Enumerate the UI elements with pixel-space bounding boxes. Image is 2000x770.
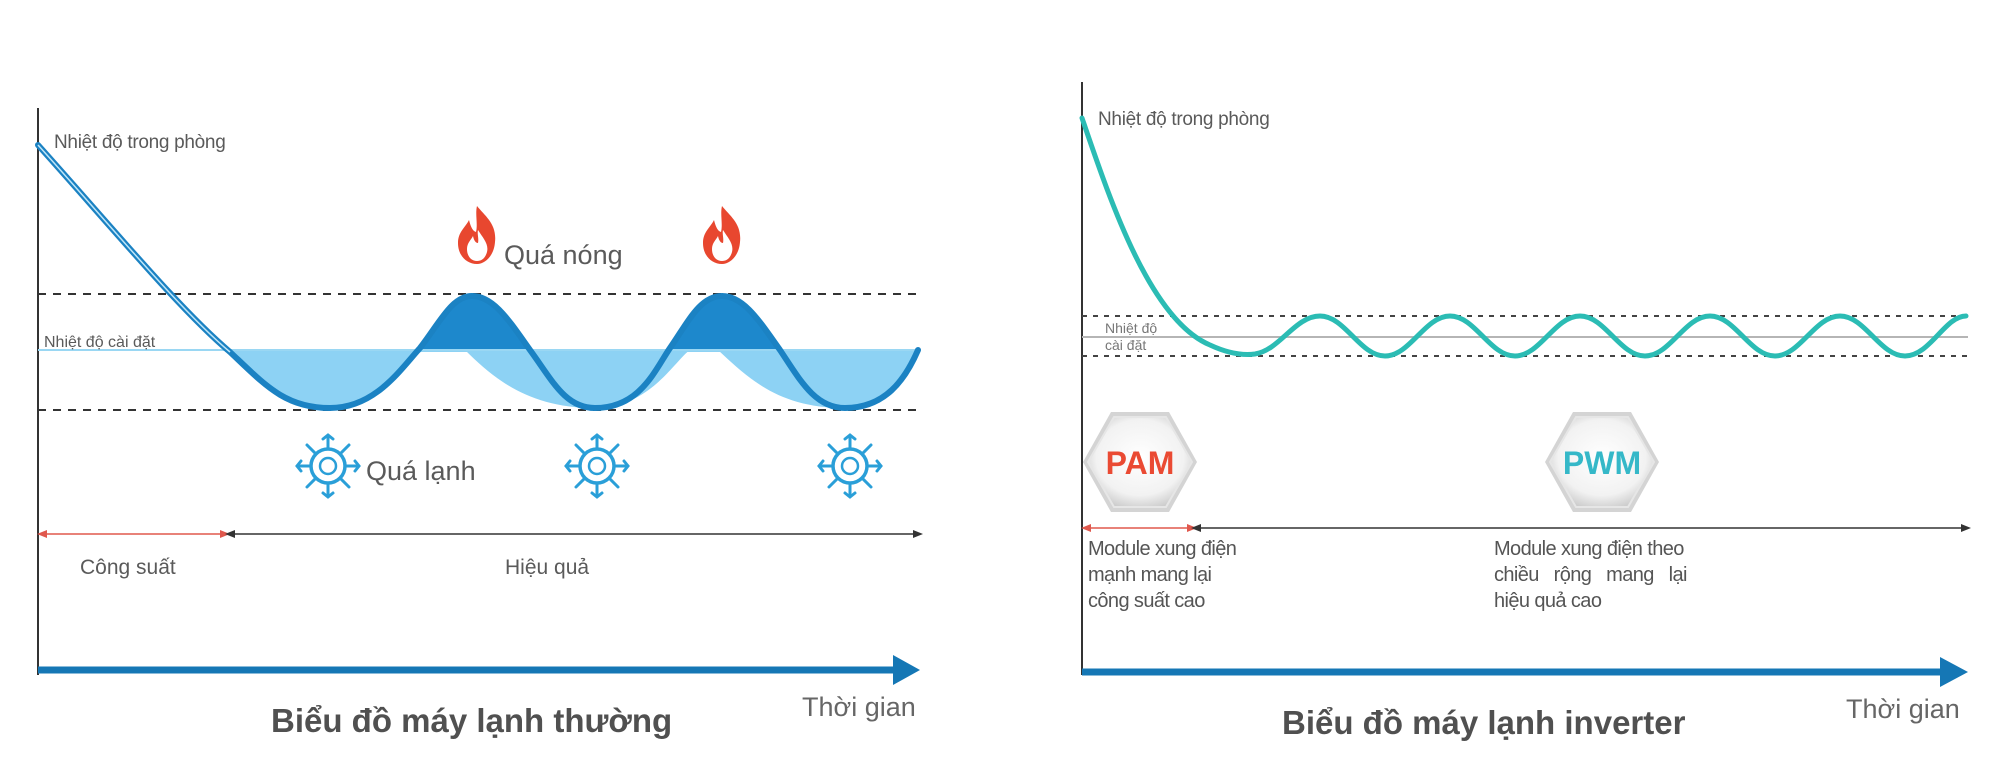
left-set-temp-label: Nhiệt độ cài đặt — [44, 334, 156, 351]
left-hot-fill-1 — [418, 296, 527, 350]
pam-badge: PAM — [1083, 412, 1197, 512]
pwm-badge-label: PWM — [1563, 445, 1641, 481]
left-time-axis-arrowhead — [893, 655, 920, 685]
phase-power-label: Công suất — [80, 556, 176, 579]
right-set-temp-label-line2: cài đặt — [1105, 337, 1146, 353]
right-chart: Nhiệt độ trong phòng Nhiệt độ cài đặt PA… — [1079, 82, 1971, 741]
pam-desc-line3: công suất cao — [1088, 590, 1205, 612]
left-temperature-curve — [35, 142, 921, 412]
right-set-temp-label-line1: Nhiệt độ — [1105, 320, 1157, 336]
right-chart-title: Biểu đồ máy lạnh inverter — [1282, 704, 1686, 741]
pwm-desc-line3: hiệu quả cao — [1494, 590, 1602, 612]
pam-desc-line1: Module xung điện — [1088, 538, 1236, 560]
fire-icon — [703, 206, 741, 264]
left-hot-fill-2 — [668, 296, 777, 350]
pwm-desc-line2: chiều rộng mang lại — [1494, 564, 1687, 586]
pwm-desc-line1: Module xung điện theo — [1494, 538, 1684, 560]
left-temperature-curve-highlight — [37, 144, 231, 353]
snowflake-icon — [817, 433, 883, 499]
snowflake-icon — [564, 433, 630, 499]
right-time-label: Thời gian — [1846, 694, 1960, 724]
too-hot-label: Quá nóng — [504, 240, 623, 270]
left-room-temp-label: Nhiệt độ trong phòng — [54, 132, 225, 153]
right-time-axis-arrowhead — [1940, 657, 1968, 687]
snowflake-icon — [295, 433, 361, 499]
right-temperature-curve — [1079, 115, 1969, 359]
left-time-label: Thời gian — [802, 692, 916, 722]
left-cool-fill — [225, 350, 918, 408]
left-chart-title: Biểu đồ máy lạnh thường — [271, 702, 672, 739]
pam-desc-line2: mạnh mang lại — [1088, 564, 1212, 586]
fire-icon — [458, 206, 496, 264]
left-chart: Nhiệt độ trong phòng Nhiệt độ cài đặt Qu… — [35, 108, 923, 739]
phase-efficiency-label: Hiệu quả — [505, 556, 589, 579]
right-room-temp-label: Nhiệt độ trong phòng — [1098, 109, 1269, 130]
pam-badge-label: PAM — [1106, 445, 1175, 481]
pwm-badge: PWM — [1545, 412, 1659, 512]
too-cold-label: Quá lạnh — [366, 456, 476, 486]
